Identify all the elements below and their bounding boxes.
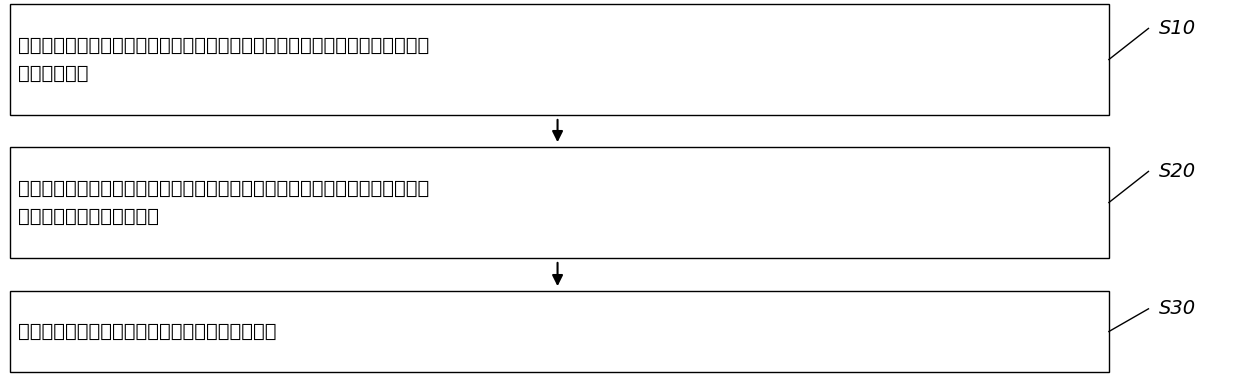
Bar [10,147,1109,258]
Text: 提供一有机发光二极管显示基板，在有机发光二极管显示基板的非显示区域形成
第一凹凸结构: 提供一有机发光二极管显示基板，在有机发光二极管显示基板的非显示区域形成 第一凹凸… [17,36,429,83]
Bar [10,4,1109,115]
Text: S30: S30 [1158,299,1196,318]
Text: 提供一与有机发光二极管显示基板相对的玻璃盖板，在玻璃盖板对应第一凹凸结
构的部分形成第二凹凸结构: 提供一与有机发光二极管显示基板相对的玻璃盖板，在玻璃盖板对应第一凹凸结 构的部分… [17,179,429,226]
Text: S20: S20 [1158,162,1196,181]
Bar [10,291,1109,372]
Text: S10: S10 [1158,19,1196,38]
Text: 在第一凹凸结构和第二凹凸结构之间填充封装材料: 在第一凹凸结构和第二凹凸结构之间填充封装材料 [17,322,276,341]
